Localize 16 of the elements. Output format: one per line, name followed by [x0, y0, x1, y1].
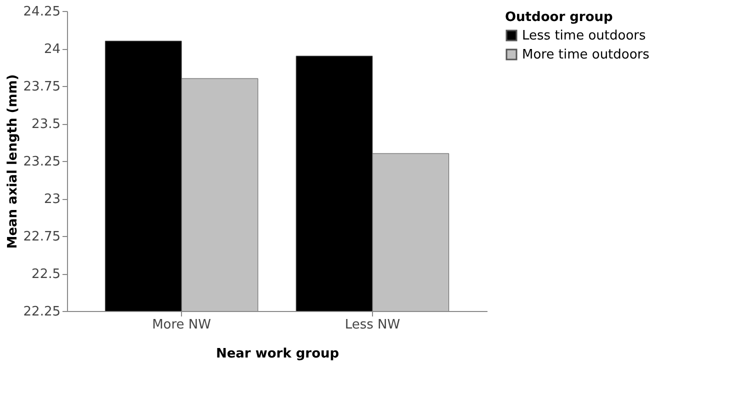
y-tick-label: 24.25: [23, 4, 60, 20]
y-tick-label: 22.5: [32, 267, 60, 282]
x-tick-label: More NW: [152, 318, 212, 332]
y-tick-label: 22.75: [23, 230, 60, 244]
y-tick-label: 23.25: [23, 154, 60, 170]
y-tick-label: 23.5: [32, 117, 60, 132]
y-tick-label: 23.75: [23, 80, 60, 94]
y-tick-label: 22.25: [23, 304, 60, 320]
legend-label: Less time outdoors: [522, 28, 646, 44]
x-axis-title: Near work group: [216, 346, 340, 362]
y-tick-label: 23: [44, 192, 60, 207]
y-axis-title: Mean axial length (mm): [5, 74, 20, 249]
x-tick-label: Less NW: [344, 318, 400, 332]
legend-label: More time outdoors: [522, 48, 650, 62]
y-tick-label: 24: [44, 42, 60, 57]
legend-title: Outdoor group: [505, 10, 613, 25]
